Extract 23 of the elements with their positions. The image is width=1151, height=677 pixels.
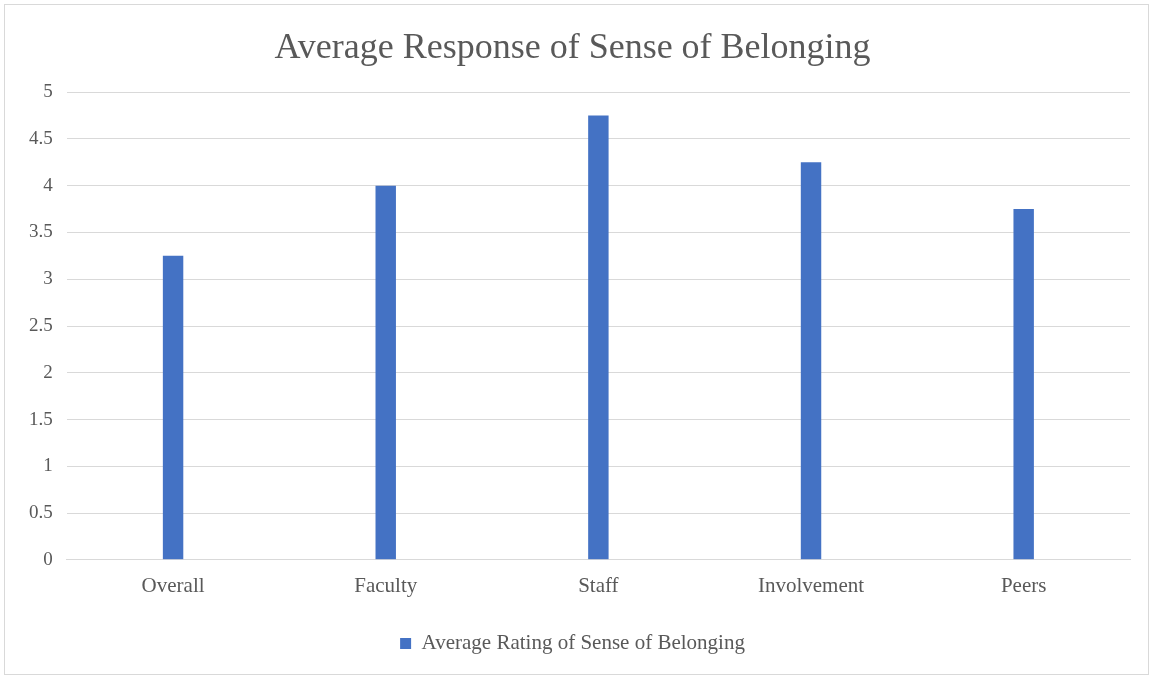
y-tick-label: 5 (43, 80, 53, 102)
y-tick-label: 4 (43, 173, 54, 195)
x-tick-label: Faculty (354, 572, 418, 597)
bar (800, 162, 822, 560)
x-tick-label: Involvement (757, 572, 865, 597)
x-tick-label: Peers (1000, 572, 1047, 597)
y-tick-label: 2 (43, 360, 53, 382)
x-tick-label: Overall (141, 572, 205, 597)
bar (1013, 209, 1034, 560)
y-tick-label: 3 (43, 267, 53, 289)
y-tick-label: 4.5 (29, 126, 53, 148)
y-tick-label: 0.5 (29, 501, 53, 523)
y-tick-label: 0 (43, 547, 53, 569)
chart-title: Average Response of Sense of Belonging (274, 26, 871, 67)
bar (588, 115, 609, 560)
legend-label: Average Rating of Sense of Belonging (421, 630, 746, 655)
bar (162, 255, 184, 560)
y-tick-label: 2.5 (29, 313, 53, 335)
y-tick-label: 1 (43, 454, 53, 476)
bar (375, 185, 396, 560)
x-tick-label: Staff (578, 572, 619, 597)
y-tick-label: 3.5 (29, 220, 53, 242)
y-tick-label: 1.5 (29, 407, 53, 429)
